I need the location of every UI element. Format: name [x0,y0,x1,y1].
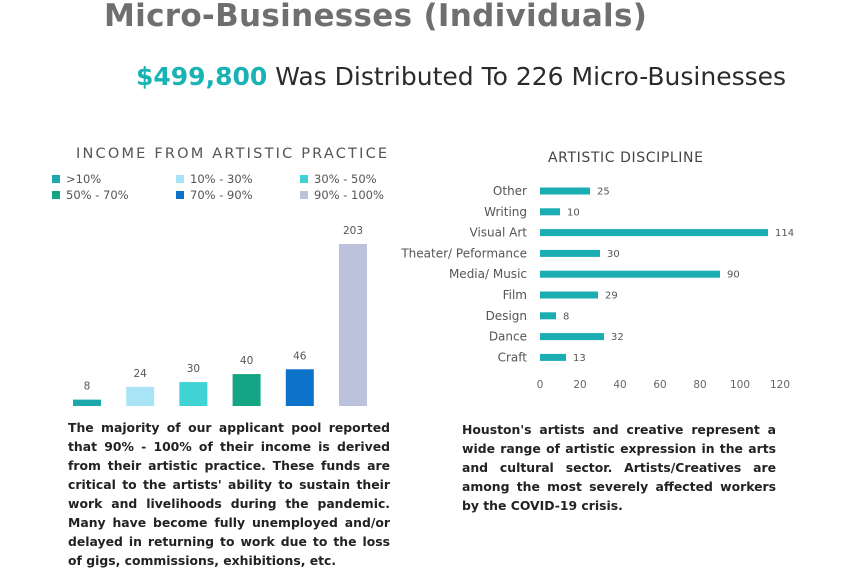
discipline-bar [540,270,720,278]
legend-swatch [300,175,308,183]
discipline-category-label: Design [486,309,527,323]
legend-item: 50% - 70% [52,188,129,202]
discipline-bar [540,229,768,237]
discipline-bar [540,187,590,195]
discipline-bar-value: 114 [775,228,794,239]
income-bar [179,382,208,406]
legend-label: 70% - 90% [190,188,253,202]
legend-item: 90% - 100% [300,188,384,202]
discipline-bar-value: 90 [727,270,740,281]
discipline-description: Houston's artists and creative represent… [462,422,776,513]
discipline-chart-title: ARTISTIC DISCIPLINE [548,150,704,166]
legend-label: 30% - 50% [314,172,377,186]
discipline-category-label: Craft [498,350,528,364]
discipline-category-label: Visual Art [470,226,528,240]
legend-label: 10% - 30% [190,172,253,186]
legend-swatch [176,191,184,199]
legend-item: 30% - 50% [300,172,377,186]
discipline-x-tick: 0 [537,379,544,391]
income-bar-value: 8 [84,381,91,393]
discipline-chart: Other 25 Writing 10 Visual Art 114 Theater/ Pe… [400,184,794,391]
income-bar-value: 24 [134,368,148,380]
discipline-x-tick: 80 [693,379,706,391]
discipline-x-tick: 20 [573,379,586,391]
discipline-bar-value: 25 [597,187,610,198]
discipline-category-label: Media/ Music [449,267,527,281]
discipline-bar [540,208,560,216]
income-chart: 8 24 30 40 46 203 [73,225,367,406]
discipline-bar-value: 30 [607,249,620,260]
discipline-bar [540,312,556,320]
income-chart-title: INCOME FROM ARTISTIC PRACTICE [76,146,390,162]
legend-swatch [52,191,60,199]
discipline-bar-value: 8 [563,311,569,322]
income-bar-value: 203 [343,225,363,237]
discipline-x-tick: 60 [653,379,666,391]
income-bar [126,386,155,406]
discipline-category-label: Dance [489,330,527,344]
discipline-bar-value: 32 [611,332,624,343]
discipline-bar-value: 29 [605,291,618,302]
discipline-category-label: Other [493,184,527,198]
income-bar [73,399,101,406]
income-bar-value: 40 [240,355,253,367]
legend-label: 50% - 70% [66,188,129,202]
income-bar-value: 30 [187,363,200,375]
income-bar [285,369,314,406]
discipline-x-tick: 120 [770,379,790,391]
legend-item: 70% - 90% [176,188,253,202]
discipline-category-label: Writing [484,205,527,219]
discipline-x-tick: 40 [613,379,626,391]
discipline-bar [540,291,598,299]
income-bar-value: 46 [293,350,307,362]
discipline-category-label: Film [503,288,527,302]
discipline-x-tick: 100 [730,379,750,391]
legend-item: 10% - 30% [176,172,253,186]
legend-item: >10% [52,172,101,186]
discipline-bar-value: 13 [573,353,586,364]
income-description: The majority of our applicant pool repor… [68,420,390,568]
page-title: Micro-Businesses (Individuals) [104,0,648,34]
discipline-bar [540,333,604,341]
distributed-amount: $499,800 [136,62,268,91]
discipline-bar [540,249,600,257]
subtitle-text: Was Distributed To 226 Micro-Businesses [267,62,787,91]
legend-swatch [300,191,308,199]
discipline-category-label: Theater/ Peformance [400,246,527,260]
income-bar [339,244,367,406]
page-subtitle: $499,800 Was Distributed To 226 Micro-Bu… [136,62,786,91]
income-bar [232,374,261,406]
legend-swatch [176,175,184,183]
legend-label: 90% - 100% [314,188,384,202]
discipline-bar-value: 10 [567,207,580,218]
legend-swatch [52,175,60,183]
discipline-bar [540,353,566,361]
legend-label: >10% [66,172,102,186]
